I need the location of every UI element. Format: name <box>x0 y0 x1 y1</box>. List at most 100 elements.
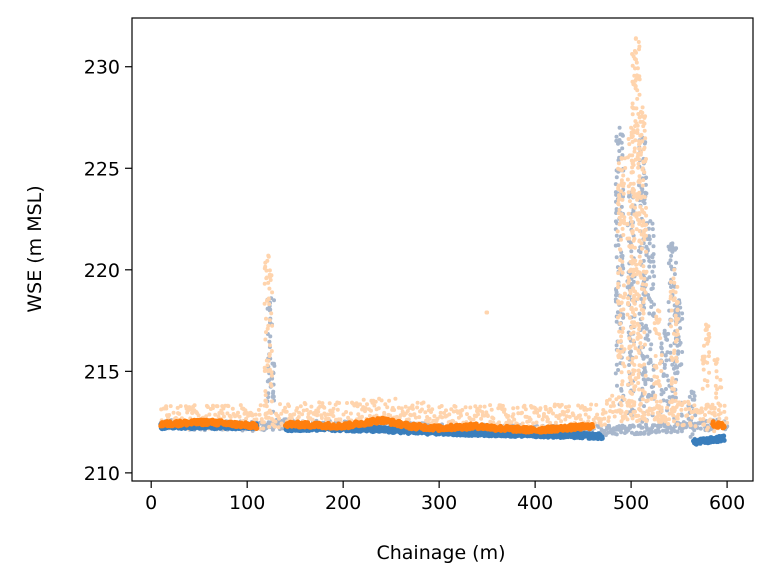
series-2-point <box>335 407 340 412</box>
series-2-point <box>672 419 676 424</box>
series-2-point <box>626 296 630 301</box>
series-2-point <box>692 403 697 408</box>
series-2-point <box>619 370 624 375</box>
series-2-point <box>636 372 641 377</box>
series-2-point <box>640 209 645 214</box>
series-2-point <box>178 404 183 409</box>
series-2-point <box>625 356 630 361</box>
series-2-point <box>644 419 649 423</box>
series-1-point <box>651 259 656 264</box>
series-2-point <box>264 368 268 373</box>
y-tick-label: 220 <box>84 260 120 282</box>
series-1-point <box>667 395 672 400</box>
series-1-point <box>620 146 625 151</box>
series-2-point <box>707 350 712 355</box>
series-2-point <box>622 215 627 220</box>
series-2-point <box>701 417 706 421</box>
series-2-point <box>410 406 415 411</box>
series-2-point <box>715 387 720 392</box>
series-2-point <box>534 420 539 425</box>
series-2-point <box>638 408 643 413</box>
series-2-point <box>633 66 637 71</box>
series-2-point <box>361 397 366 402</box>
series-2-point <box>566 408 571 413</box>
series-2-point <box>657 332 662 337</box>
series-1-point <box>651 234 656 238</box>
series-2-point <box>611 403 616 408</box>
series-3-point <box>599 435 605 441</box>
series-2-point <box>625 236 630 241</box>
series-2-point <box>637 92 642 97</box>
series-2-point <box>264 330 268 335</box>
series-2-point <box>641 311 646 316</box>
series-1-point <box>650 227 655 232</box>
series-2-point <box>634 60 639 65</box>
series-2-point <box>701 359 706 364</box>
series-2-point <box>588 407 593 412</box>
series-2-point <box>634 307 638 312</box>
series-1-point <box>657 429 662 434</box>
series-2-point <box>630 203 635 207</box>
series-1-point <box>664 373 669 378</box>
series-2-point <box>262 266 267 271</box>
series-2-point <box>551 411 555 416</box>
series-2-point <box>465 412 469 417</box>
series-2-point <box>175 405 180 410</box>
series-2-point <box>627 244 632 249</box>
series-2-point <box>657 382 662 387</box>
series-2-point <box>415 405 420 410</box>
series-2-point <box>489 407 494 412</box>
series-2-point <box>635 297 640 302</box>
series-2-point <box>643 373 648 378</box>
series-1-point <box>648 219 653 224</box>
series-2-point <box>640 397 645 402</box>
series-2-point <box>642 276 647 281</box>
series-2-point <box>279 411 284 416</box>
series-2-point <box>671 413 676 418</box>
series-1-point <box>616 243 621 248</box>
series-1-point <box>692 394 697 398</box>
series-2-point <box>273 424 277 429</box>
series-2-point <box>331 406 336 411</box>
series-2-point <box>277 416 282 421</box>
series-2-point <box>497 420 501 425</box>
series-1-point <box>642 141 647 146</box>
series-2-point <box>714 375 719 380</box>
series-2-point <box>632 149 637 154</box>
series-2-point <box>618 218 623 223</box>
series-2-point <box>276 425 281 430</box>
series-2-point <box>265 363 270 368</box>
series-2-point <box>632 295 636 300</box>
series-2-point <box>367 413 372 418</box>
series-2-point <box>373 399 378 404</box>
series-2-point <box>616 301 621 306</box>
series-2-point <box>673 290 678 295</box>
series-2-point <box>345 401 349 405</box>
series-2-point <box>628 181 633 186</box>
series-2-point <box>658 336 663 341</box>
series-2-point <box>705 383 710 388</box>
series-1-point <box>651 244 656 249</box>
series-2-point <box>535 410 540 415</box>
series-2-point <box>617 195 622 200</box>
series-2-point <box>637 254 642 259</box>
series-2-point <box>652 395 657 400</box>
series-2-point <box>673 339 678 344</box>
series-1-point <box>647 241 652 246</box>
series-2-point <box>687 407 692 411</box>
series-2-point <box>654 314 659 319</box>
series-2-point <box>675 422 680 427</box>
series-2-point <box>265 326 270 331</box>
series-2-point <box>638 133 643 138</box>
series-2-point <box>326 416 331 421</box>
series-2-point <box>718 385 723 390</box>
series-2-point <box>675 284 680 289</box>
series-2-point <box>671 298 676 303</box>
series-2-point <box>238 403 243 408</box>
series-1-point <box>621 315 626 320</box>
series-2-point <box>641 159 646 164</box>
series-2-point <box>632 73 637 78</box>
series-2-point <box>639 275 644 280</box>
series-2-point <box>360 414 364 419</box>
series-2-point <box>253 412 258 417</box>
